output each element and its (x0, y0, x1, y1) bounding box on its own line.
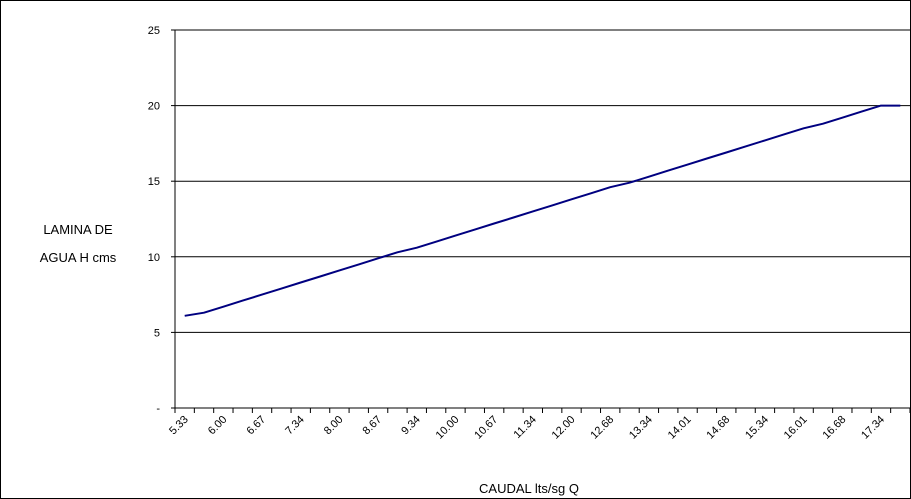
x-tick-label: 5.33 (167, 414, 191, 438)
y-tick-label: 20 (148, 101, 160, 113)
x-tick-label: 12.68 (588, 414, 616, 442)
x-tick-label: 14.01 (666, 414, 694, 442)
x-tick-label: 7.34 (283, 414, 307, 438)
x-axis-title: CAUDAL lts/sg Q (479, 481, 579, 496)
x-tick-label: 10.00 (434, 414, 462, 442)
x-tick-label: 16.01 (782, 414, 810, 442)
y-tick-label: 5 (154, 327, 160, 339)
series-line (184, 104, 901, 317)
x-tick-label: 8.67 (361, 414, 385, 438)
x-tick-label: 16.68 (820, 414, 848, 442)
x-tick-label: 6.00 (206, 414, 230, 438)
x-tick-label: 10.67 (472, 414, 500, 442)
x-tick-label: 15.34 (743, 414, 771, 442)
x-tick-label: 12.00 (550, 414, 578, 442)
y-tick-label: - (156, 403, 160, 415)
y-tick-label: 15 (148, 176, 160, 188)
x-tick-label: 17.34 (859, 414, 887, 442)
x-tick-label: 6.67 (245, 414, 269, 438)
x-tick-label: 8.00 (322, 414, 346, 438)
x-tick-label: 14.68 (704, 414, 732, 442)
x-tick-label: 9.34 (399, 414, 423, 438)
x-tick-label: 13.34 (627, 414, 655, 442)
y-axis-title-line-1: LAMINA DE (43, 222, 113, 237)
x-tick-label: 11.34 (512, 414, 539, 441)
y-tick-label: 10 (148, 252, 160, 264)
y-axis-title-line-2: AGUA H cms (40, 250, 117, 265)
y-tick-label: 25 (148, 25, 160, 37)
